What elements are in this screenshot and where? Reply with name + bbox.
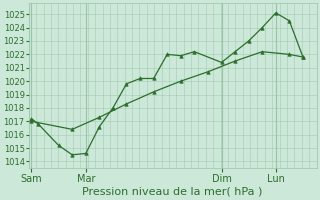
X-axis label: Pression niveau de la mer( hPa ): Pression niveau de la mer( hPa ) [83,187,263,197]
